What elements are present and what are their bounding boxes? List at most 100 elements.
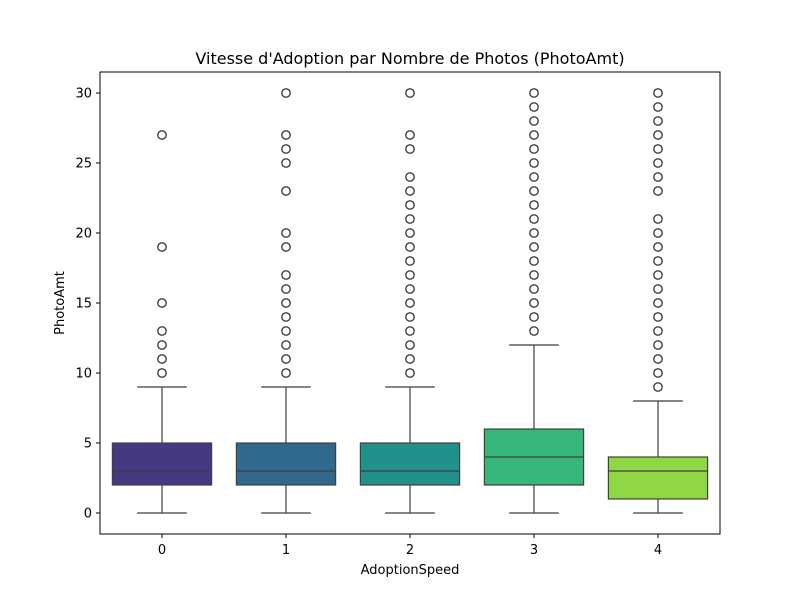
- box: [111, 442, 213, 486]
- outlier-point: [157, 130, 167, 140]
- x-axis-label: AdoptionSpeed: [361, 563, 460, 578]
- outlier-point: [157, 340, 167, 350]
- outlier-point: [281, 88, 291, 98]
- outlier-point: [281, 340, 291, 350]
- y-tick-label: 25: [75, 157, 92, 172]
- outlier-point: [405, 312, 415, 322]
- outlier-point: [405, 130, 415, 140]
- x-tick-label: 3: [530, 543, 538, 558]
- outlier-point: [653, 228, 663, 238]
- outlier-point: [529, 298, 539, 308]
- outlier-point: [281, 158, 291, 168]
- outlier-point: [529, 256, 539, 266]
- outlier-point: [157, 326, 167, 336]
- outlier-point: [529, 214, 539, 224]
- outlier-point: [653, 144, 663, 154]
- outlier-point: [529, 186, 539, 196]
- outlier-point: [281, 298, 291, 308]
- y-tick-label: 15: [75, 297, 92, 312]
- outlier-point: [653, 326, 663, 336]
- outlier-point: [529, 284, 539, 294]
- outlier-point: [529, 102, 539, 112]
- outlier-point: [653, 172, 663, 182]
- outlier-point: [529, 242, 539, 252]
- outlier-point: [157, 242, 167, 252]
- outlier-point: [529, 172, 539, 182]
- outlier-point: [405, 340, 415, 350]
- outlier-point: [281, 354, 291, 364]
- outlier-point: [405, 298, 415, 308]
- outlier-point: [653, 354, 663, 364]
- outlier-point: [281, 186, 291, 196]
- box: [235, 442, 337, 486]
- y-tick-label: 10: [75, 367, 92, 382]
- y-tick-label: 30: [75, 87, 92, 102]
- y-tick-label: 20: [75, 227, 92, 242]
- outlier-point: [405, 284, 415, 294]
- outlier-point: [529, 200, 539, 210]
- outlier-point: [157, 298, 167, 308]
- outlier-point: [157, 368, 167, 378]
- outlier-point: [281, 284, 291, 294]
- outlier-point: [653, 256, 663, 266]
- outlier-point: [405, 270, 415, 280]
- outlier-point: [405, 256, 415, 266]
- outlier-point: [405, 214, 415, 224]
- box: [359, 442, 461, 486]
- outlier-point: [653, 102, 663, 112]
- outlier-point: [405, 144, 415, 154]
- outlier-point: [653, 368, 663, 378]
- outlier-point: [653, 284, 663, 294]
- outlier-point: [405, 186, 415, 196]
- outlier-point: [653, 158, 663, 168]
- x-tick-label: 2: [406, 543, 414, 558]
- outlier-point: [281, 130, 291, 140]
- outlier-point: [281, 326, 291, 336]
- outlier-point: [653, 270, 663, 280]
- outlier-point: [281, 312, 291, 322]
- outlier-point: [281, 242, 291, 252]
- outlier-point: [653, 242, 663, 252]
- box: [607, 456, 709, 500]
- x-tick-label: 1: [282, 543, 290, 558]
- plot-area: [111, 88, 709, 514]
- outlier-point: [529, 144, 539, 154]
- x-tick-label: 0: [158, 543, 166, 558]
- chart-title: Vitesse d'Adoption par Nombre de Photos …: [195, 49, 624, 68]
- outlier-point: [281, 270, 291, 280]
- outlier-point: [281, 228, 291, 238]
- outlier-point: [529, 158, 539, 168]
- outlier-point: [529, 116, 539, 126]
- outlier-point: [529, 228, 539, 238]
- outlier-point: [529, 88, 539, 98]
- outlier-point: [653, 298, 663, 308]
- outlier-point: [653, 116, 663, 126]
- outlier-point: [157, 354, 167, 364]
- outlier-point: [405, 200, 415, 210]
- y-axis-label: PhotoAmt: [53, 271, 68, 335]
- y-tick-label: 5: [84, 437, 92, 452]
- outlier-point: [405, 172, 415, 182]
- outlier-point: [281, 368, 291, 378]
- outlier-point: [529, 270, 539, 280]
- outlier-point: [529, 312, 539, 322]
- outlier-point: [653, 382, 663, 392]
- outlier-point: [529, 130, 539, 140]
- outlier-point: [653, 312, 663, 322]
- outlier-point: [405, 88, 415, 98]
- outlier-point: [405, 368, 415, 378]
- outlier-point: [281, 144, 291, 154]
- outlier-point: [653, 340, 663, 350]
- x-tick-label: 4: [654, 543, 662, 558]
- outlier-point: [405, 354, 415, 364]
- outlier-point: [653, 88, 663, 98]
- outlier-point: [653, 186, 663, 196]
- outlier-point: [405, 242, 415, 252]
- y-tick-label: 0: [84, 507, 92, 522]
- outlier-point: [405, 326, 415, 336]
- outlier-point: [653, 214, 663, 224]
- outlier-point: [653, 130, 663, 140]
- outlier-point: [405, 228, 415, 238]
- outlier-point: [529, 326, 539, 336]
